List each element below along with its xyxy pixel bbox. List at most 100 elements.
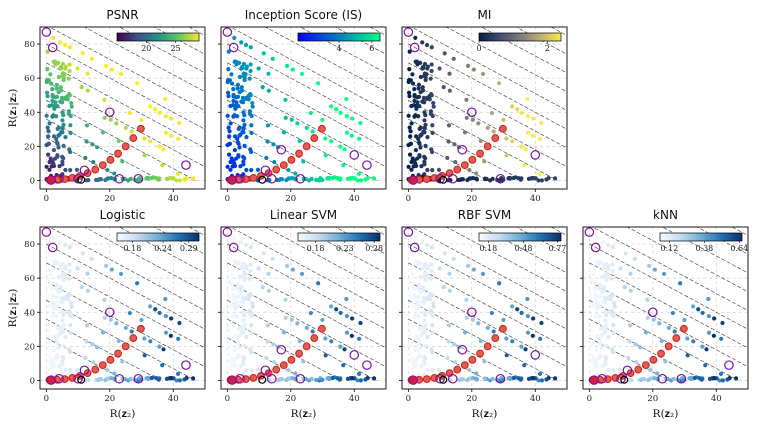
data-point <box>425 64 430 69</box>
data-point <box>666 325 671 331</box>
data-point <box>441 285 446 290</box>
data-point <box>67 45 72 50</box>
data-point <box>663 359 668 364</box>
data-point <box>68 323 73 328</box>
data-point <box>231 358 236 363</box>
data-point <box>423 312 428 318</box>
data-point <box>525 113 530 119</box>
data-point <box>177 120 182 126</box>
data-point <box>330 375 335 381</box>
data-point <box>325 175 331 181</box>
data-point <box>414 103 419 109</box>
data-point <box>344 96 349 102</box>
origin-point <box>227 375 237 385</box>
frontier-point <box>422 375 431 384</box>
data-point <box>55 104 60 109</box>
highlight-point <box>105 307 115 318</box>
data-point <box>108 117 113 122</box>
data-point <box>103 177 108 183</box>
data-point <box>56 133 61 138</box>
frontier-point <box>634 365 643 374</box>
data-point <box>50 92 55 98</box>
data-point <box>413 313 418 318</box>
data-point <box>67 93 72 98</box>
data-point <box>67 245 72 250</box>
highlight-point <box>47 242 58 253</box>
data-point <box>422 126 427 131</box>
highlight-point <box>362 160 372 170</box>
y-tick-label: 40 <box>24 308 35 318</box>
axes-frame <box>220 226 387 390</box>
data-point <box>304 125 309 131</box>
data-point <box>249 368 254 373</box>
data-point <box>232 313 237 318</box>
data-point <box>645 297 650 302</box>
chart-title: kNN <box>653 208 678 222</box>
data-point <box>290 67 295 72</box>
iso-line <box>227 43 386 130</box>
data-point <box>264 355 269 361</box>
data-point <box>286 367 291 373</box>
data-point <box>358 120 363 126</box>
data-point <box>536 378 541 383</box>
data-point <box>190 376 196 381</box>
data-point <box>530 333 535 338</box>
data-point <box>417 153 422 158</box>
iso-line <box>83 227 205 293</box>
colorbar-tick-label: 0.29 <box>180 244 198 253</box>
data-point <box>489 310 494 316</box>
data-point <box>60 326 65 331</box>
data-point <box>465 263 471 269</box>
data-point <box>169 176 174 181</box>
data-point <box>66 311 71 316</box>
colorbar <box>659 232 743 242</box>
data-point <box>408 329 413 334</box>
data-point <box>349 333 354 338</box>
data-point <box>474 376 479 381</box>
data-point <box>429 62 434 67</box>
data-point <box>319 378 324 383</box>
data-point <box>552 376 558 381</box>
data-point <box>350 116 355 121</box>
x-tick-label: 20 <box>285 394 296 404</box>
data-point <box>61 75 66 80</box>
data-point <box>260 285 265 290</box>
frontier-point <box>453 165 462 174</box>
data-point <box>182 377 187 382</box>
data-point <box>408 334 413 339</box>
data-point <box>329 304 334 309</box>
data-point <box>422 162 427 167</box>
data-point <box>406 90 412 95</box>
data-point <box>501 117 506 123</box>
data-point <box>242 75 247 80</box>
data-point <box>228 167 233 172</box>
data-point <box>174 378 179 383</box>
colorbar-tick-label: 0.12 <box>661 244 679 253</box>
data-point <box>371 176 377 181</box>
frontier-point <box>672 334 681 342</box>
data-point <box>699 377 704 382</box>
data-point <box>609 276 614 281</box>
data-point <box>58 240 63 245</box>
data-point <box>423 112 428 118</box>
data-point <box>344 313 349 319</box>
data-point <box>598 341 603 346</box>
data-point <box>56 325 61 330</box>
data-point <box>525 313 530 319</box>
data-point <box>598 304 603 309</box>
data-point <box>413 235 418 240</box>
frontier-point <box>460 161 469 170</box>
iso-line <box>46 300 196 381</box>
data-point <box>236 104 241 109</box>
data-point <box>51 113 56 118</box>
data-point <box>522 163 527 168</box>
data-point <box>418 74 423 80</box>
data-point <box>429 293 434 298</box>
frontier-point <box>295 149 303 158</box>
iso-line <box>46 118 161 181</box>
data-point <box>446 339 451 344</box>
highlight-point <box>403 27 414 37</box>
data-point <box>225 342 230 348</box>
data-point <box>176 336 181 341</box>
